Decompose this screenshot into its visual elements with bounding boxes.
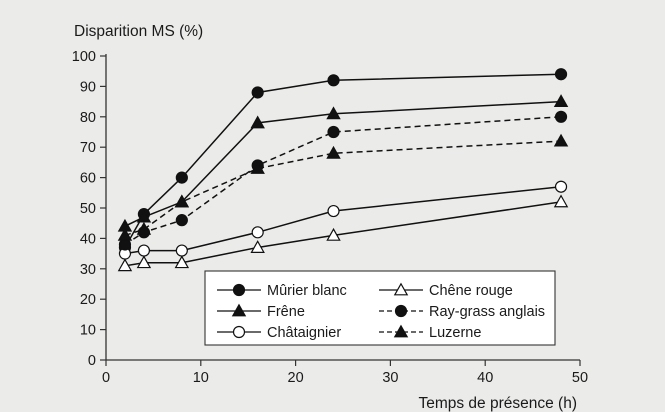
legend-marker [393, 282, 409, 296]
legend-item-ray-grass-anglais: Ray-grass anglais [379, 304, 545, 320]
legend-item-chene-rouge: Chêne rouge [379, 282, 513, 299]
series-chene-rouge [117, 194, 569, 272]
y-tick-label: 90 [80, 79, 96, 95]
legend-label: Frêne [267, 304, 305, 320]
x-axis-title: Temps de présence (h) [418, 395, 577, 412]
y-tick-label: 10 [80, 323, 96, 339]
legend-label: Ray-grass anglais [429, 304, 545, 320]
data-point-chataignier [554, 180, 568, 193]
legend-marker [232, 283, 246, 297]
x-tick-label: 50 [572, 370, 588, 386]
data-point-chataignier [137, 244, 151, 257]
y-axis-title: Disparition MS (%) [74, 23, 203, 40]
data-point-chene-rouge [553, 194, 569, 208]
legend-item-chataignier: Châtaignier [217, 325, 341, 341]
data-point-ray-grass-anglais [554, 110, 568, 123]
data-point-murier-blanc [175, 171, 188, 184]
x-tick-label: 0 [102, 370, 110, 386]
y-tick-label: 80 [80, 110, 96, 126]
legend-item-luzerne: Luzerne [379, 324, 481, 341]
data-point-murier-blanc [327, 74, 340, 87]
x-tick-label: 20 [288, 370, 304, 386]
series-line-luzerne [124, 140, 562, 237]
axes: 0 10 20 30 40 50 60 70 80 90 100 0 10 20 30 40 50 [72, 49, 588, 386]
legend-box [204, 270, 556, 346]
data-point-frene [326, 106, 341, 120]
data-point-luzerne [117, 227, 133, 241]
x-tick-label: 30 [382, 370, 398, 386]
data-point-luzerne [553, 133, 569, 147]
y-tick-label: 60 [80, 171, 96, 187]
data-point-murier-blanc [554, 68, 568, 81]
y-tick-label: 40 [80, 231, 96, 247]
data-point-chataignier [251, 226, 264, 239]
y-tick-label: 20 [80, 292, 96, 308]
data-point-murier-blanc [251, 86, 264, 99]
data-point-chataignier [327, 204, 340, 218]
legend-label: Châtaignier [267, 325, 341, 341]
data-point-luzerne [326, 145, 341, 159]
legend: Mûrier blanc Chêne rouge Frêne Ray-grass an… [204, 270, 556, 346]
data-point-chene-rouge [250, 240, 265, 253]
data-point-chataignier [175, 244, 188, 257]
data-point-ray-grass-anglais [175, 214, 188, 227]
series-luzerne [117, 133, 569, 241]
data-point-luzerne [250, 161, 265, 174]
data-point-ray-grass-anglais [327, 125, 340, 139]
x-tick-label: 10 [193, 370, 209, 386]
legend-label: Luzerne [429, 325, 481, 341]
y-tick-label: 0 [88, 353, 96, 369]
data-point-chene-rouge [117, 258, 133, 272]
y-tick-label: 100 [72, 49, 96, 65]
x-tick-label: 40 [477, 370, 493, 386]
data-point-frene [553, 94, 569, 108]
data-point-chene-rouge [136, 255, 152, 269]
data-point-frene [250, 115, 265, 129]
legend-marker [231, 303, 247, 317]
legend-marker [394, 304, 408, 318]
data-point-chene-rouge [326, 227, 341, 241]
y-tick-label: 30 [80, 262, 96, 278]
legend-label: Chêne rouge [429, 283, 513, 299]
y-tick-label: 70 [80, 140, 96, 156]
data-point-luzerne [136, 221, 152, 235]
data-point-chene-rouge [174, 255, 190, 269]
data-point-luzerne [174, 194, 190, 208]
series-layer [117, 68, 569, 272]
legend-label: Mûrier blanc [267, 283, 347, 299]
y-tick-label: 50 [80, 201, 96, 217]
legend-item-murier-blanc: Mûrier blanc [217, 283, 347, 299]
legend-marker [232, 325, 246, 339]
legend-item-frene: Frêne [217, 303, 305, 320]
legend-marker [393, 324, 409, 338]
